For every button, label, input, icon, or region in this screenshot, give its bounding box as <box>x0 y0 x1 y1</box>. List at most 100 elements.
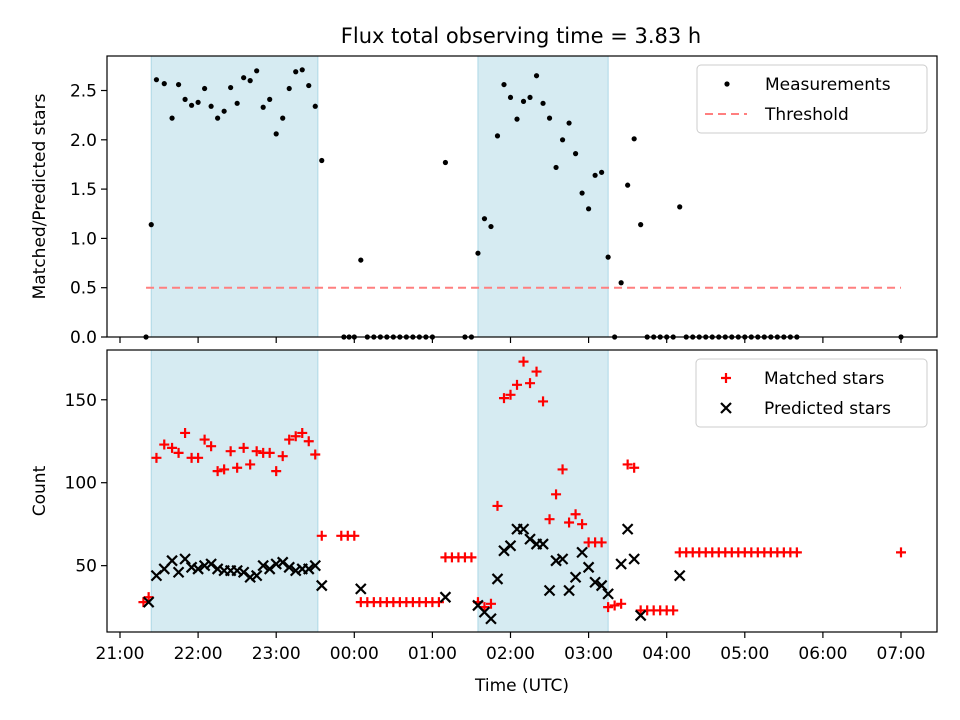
matched-star-point <box>433 597 444 608</box>
measurement-point <box>501 81 507 88</box>
measurement-point <box>572 151 579 157</box>
measurement-point <box>293 69 299 75</box>
matched-star-point <box>138 597 149 608</box>
predicted-star-point <box>556 553 569 565</box>
measurement-point <box>161 81 167 87</box>
predicted-star-point <box>589 576 601 589</box>
matched-star-point <box>596 537 607 548</box>
measurement-point <box>280 115 286 121</box>
matched-star-point <box>518 356 529 367</box>
predicted-star-point <box>142 596 155 608</box>
matched-star-point <box>232 462 243 473</box>
measurement-point <box>228 84 234 91</box>
measurement-point <box>488 223 494 230</box>
measurement-point <box>312 103 318 109</box>
y-tick-label: 0.0 <box>70 328 97 348</box>
measurement-point <box>241 75 247 81</box>
measurement-point <box>273 131 279 137</box>
matched-star-point <box>264 447 275 458</box>
measurement-point <box>631 136 637 142</box>
measurement-point <box>195 99 201 105</box>
predicted-star-point <box>172 566 185 579</box>
x-tick-label: 07:00 <box>877 644 926 664</box>
matched-star-point <box>151 452 162 463</box>
matched-star-point <box>551 489 562 500</box>
predicted-star-point <box>615 558 627 570</box>
count-y-axis-label: Count <box>30 465 50 516</box>
matched-star-point <box>668 605 679 616</box>
measurement-point <box>579 190 585 196</box>
predicted-star-point <box>192 563 204 575</box>
matched-star-point <box>791 547 802 558</box>
matched-star-point <box>603 602 614 613</box>
ratio-shaded-interval-0 <box>150 55 319 338</box>
measurement-point <box>319 157 325 164</box>
x-tick-label: 06:00 <box>798 644 847 664</box>
measurement-point <box>533 73 540 79</box>
measurement-point <box>254 68 260 74</box>
y-tick-label: 1.5 <box>70 180 97 200</box>
measurement-point <box>553 164 559 171</box>
count-panel: 21:00 22:00 23:00 00:00 01:00 02:00 03:00 04:00… <box>30 349 938 696</box>
measurement-point <box>202 85 208 92</box>
predicted-star-point <box>537 538 549 550</box>
matched-star-point <box>512 379 523 390</box>
measurement-point <box>638 222 644 228</box>
legend-label: Matched stars <box>764 369 884 389</box>
measurement-point <box>514 116 520 122</box>
predicted-star-point <box>595 579 608 592</box>
measurement-point <box>286 85 292 92</box>
ratio-panel: 0.0 0.5 1.0 1.5 2.0 2.5 Matched/Predicted star… <box>30 55 938 348</box>
matched-star-point <box>498 393 509 404</box>
measurement-point <box>442 159 449 166</box>
count-axes-frame <box>106 349 938 633</box>
matched-star-point <box>290 431 301 442</box>
ratio-legend: Measurements Threshold <box>696 64 928 134</box>
matched-star-point <box>570 509 581 520</box>
measurement-point <box>507 94 514 101</box>
measurement-point <box>559 137 566 143</box>
predicted-star-point <box>257 559 269 572</box>
predicted-star-point <box>576 546 588 559</box>
predicted-star-point <box>602 588 614 600</box>
predicted-star-point <box>628 553 640 565</box>
y-tick-label: 0.5 <box>70 279 97 299</box>
x-tick-label: 23:00 <box>252 644 301 664</box>
matched-star-point <box>245 459 256 470</box>
predicted-star-point <box>315 579 328 592</box>
matched-star-point <box>564 517 575 528</box>
matched-star-point <box>557 464 568 475</box>
count-series-0 <box>138 356 906 616</box>
matched-star-point <box>896 547 906 558</box>
matched-star-point <box>609 600 620 611</box>
measurement-point <box>175 81 182 88</box>
x-tick-label: 05:00 <box>720 644 769 664</box>
matched-star-point <box>251 446 262 457</box>
matched-star-point <box>544 514 555 525</box>
matched-star-point <box>492 500 503 511</box>
matched-star-point <box>238 442 249 453</box>
x-axis-label: Time (UTC) <box>474 676 569 696</box>
x-tick-label: 01:00 <box>408 644 457 664</box>
matched-star-point <box>485 598 496 609</box>
measurement-point <box>677 204 683 210</box>
measurement-point <box>234 100 240 106</box>
predicted-star-point <box>563 584 575 597</box>
matched-star-point <box>466 552 477 563</box>
ratio-axes-frame <box>106 55 938 338</box>
legend-label: Measurements <box>765 75 891 95</box>
matched-star-point <box>225 446 236 457</box>
matched-star-point <box>505 389 516 400</box>
predicted-star-point <box>621 523 634 535</box>
matched-star-point <box>616 598 627 609</box>
count-series-1 <box>142 523 686 625</box>
measurement-point <box>215 115 221 121</box>
predicted-star-point <box>491 573 504 585</box>
matched-star-point <box>316 530 327 541</box>
predicted-star-point <box>355 583 367 595</box>
measurement-point <box>182 96 188 102</box>
matched-star-point <box>622 459 633 470</box>
measurement-point <box>546 115 553 121</box>
matched-star-point <box>277 451 288 462</box>
measurement-point <box>481 216 488 222</box>
